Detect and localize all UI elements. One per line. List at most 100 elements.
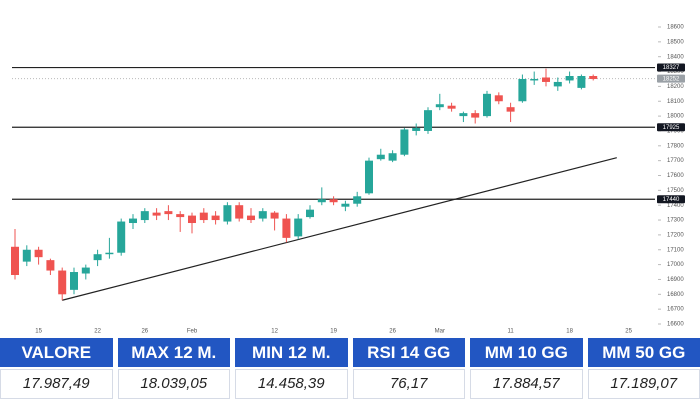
candle-body	[247, 215, 255, 221]
y-tick-label: 17800	[667, 143, 684, 149]
y-tick-label: 17300	[667, 218, 684, 224]
y-tick-label: 17000	[667, 262, 684, 268]
candle-body	[11, 246, 19, 275]
level-label: 17925	[663, 125, 680, 131]
candle-body	[294, 218, 303, 237]
candle-body	[270, 212, 279, 219]
value-cell: 17.884,57	[470, 369, 583, 399]
candle-body	[164, 211, 173, 215]
candle-body	[530, 78, 539, 81]
header-cell: MIN 12 M.	[235, 338, 348, 367]
y-tick-label: 17500	[667, 188, 684, 194]
candle-body	[46, 260, 55, 271]
x-tick-label: 26	[389, 329, 396, 335]
y-tick-label: 17100	[667, 247, 684, 253]
candle-body	[22, 249, 31, 262]
x-tick-label: 19	[330, 329, 337, 335]
stats-table: VALORE MAX 12 M. MIN 12 M. RSI 14 GG MM 10 G…	[0, 338, 700, 399]
value-cell: 14.458,39	[235, 369, 348, 399]
header-cell: MM 50 GG	[587, 338, 700, 367]
level-tag	[657, 195, 685, 204]
candle-body	[388, 153, 397, 161]
value-cell: 76,17	[352, 369, 465, 399]
y-tick-label: 17400	[667, 203, 684, 209]
x-tick-label: 18	[566, 329, 573, 335]
candle-body	[506, 107, 515, 112]
candle-body	[140, 211, 149, 221]
candle-body	[188, 215, 196, 224]
y-tick-label: 18300	[667, 69, 684, 75]
y-tick-label: 17600	[667, 173, 684, 179]
candle-body	[34, 249, 43, 258]
candle-body	[129, 218, 137, 224]
y-tick-label: 16900	[667, 277, 684, 283]
candle-body	[282, 218, 291, 238]
header-cell: MM 10 GG	[470, 338, 583, 367]
candle-body	[518, 78, 527, 102]
candle-body	[211, 215, 220, 221]
candle-body	[329, 199, 338, 203]
candle-body	[435, 104, 444, 108]
header-cell: VALORE	[0, 338, 113, 367]
candle-body	[483, 93, 491, 117]
candle-body	[223, 205, 232, 222]
candle-body	[199, 212, 208, 221]
level-label: 17440	[663, 197, 680, 203]
level-tag	[657, 123, 685, 132]
level-tag	[657, 63, 685, 72]
candle-body	[306, 209, 314, 218]
value-cell: 18.039,05	[117, 369, 230, 399]
y-tick-label: 18500	[667, 39, 684, 45]
candle-body	[258, 211, 267, 219]
y-tick-label: 18600	[667, 25, 684, 31]
y-tick-label: 18400	[667, 54, 684, 60]
x-tick-label: 12	[271, 329, 278, 335]
candle-body	[553, 81, 562, 87]
y-tick-label: 18000	[667, 114, 684, 120]
last-price-label: 18252	[663, 76, 680, 82]
candle-body	[81, 267, 90, 274]
candle-body	[341, 203, 350, 207]
x-tick-label: Mar	[435, 329, 445, 335]
last-price-tag	[657, 74, 685, 83]
y-tick-label: 16800	[667, 292, 684, 298]
candle-body	[565, 76, 574, 81]
y-tick-label: 18100	[667, 99, 684, 105]
candle-body	[589, 76, 598, 79]
candle-body	[400, 129, 409, 155]
candle-body	[577, 76, 586, 88]
y-tick-label: 16700	[667, 307, 684, 313]
x-tick-label: Feb	[187, 329, 198, 335]
candle-body	[117, 221, 126, 253]
x-tick-label: 15	[35, 329, 42, 335]
candle-body	[424, 110, 432, 131]
header-cell: RSI 14 GG	[352, 338, 465, 367]
candle-body	[176, 214, 185, 218]
x-tick-label: 11	[507, 329, 514, 335]
chart: 16600 16700 16800 16900 17000 17100 17200 17300…	[11, 25, 685, 335]
candle-body	[471, 113, 480, 118]
header-cell: MAX 12 M.	[117, 338, 230, 367]
y-tick-label: 17700	[667, 158, 684, 164]
candle-body	[317, 199, 326, 203]
level-label: 18327	[663, 65, 680, 71]
candle-body	[459, 113, 468, 117]
x-tick-label: 25	[625, 329, 632, 335]
candle-body	[365, 160, 373, 194]
candle-body	[105, 252, 114, 255]
y-tick-label: 17900	[667, 129, 684, 135]
x-tick-label: 26	[141, 329, 148, 335]
x-tick-label: 22	[94, 329, 101, 335]
candle-body	[235, 205, 244, 219]
y-tick-label: 18200	[667, 84, 684, 90]
candle-body	[376, 154, 385, 160]
candle-body	[412, 127, 421, 131]
trendline	[62, 157, 617, 301]
y-tick-label: 16600	[667, 322, 684, 328]
candle-body	[152, 212, 161, 216]
candle-body	[447, 105, 456, 109]
candle-body	[93, 254, 102, 261]
candle-body	[58, 270, 67, 295]
candle-body	[70, 272, 78, 290]
candle-body	[494, 95, 503, 102]
